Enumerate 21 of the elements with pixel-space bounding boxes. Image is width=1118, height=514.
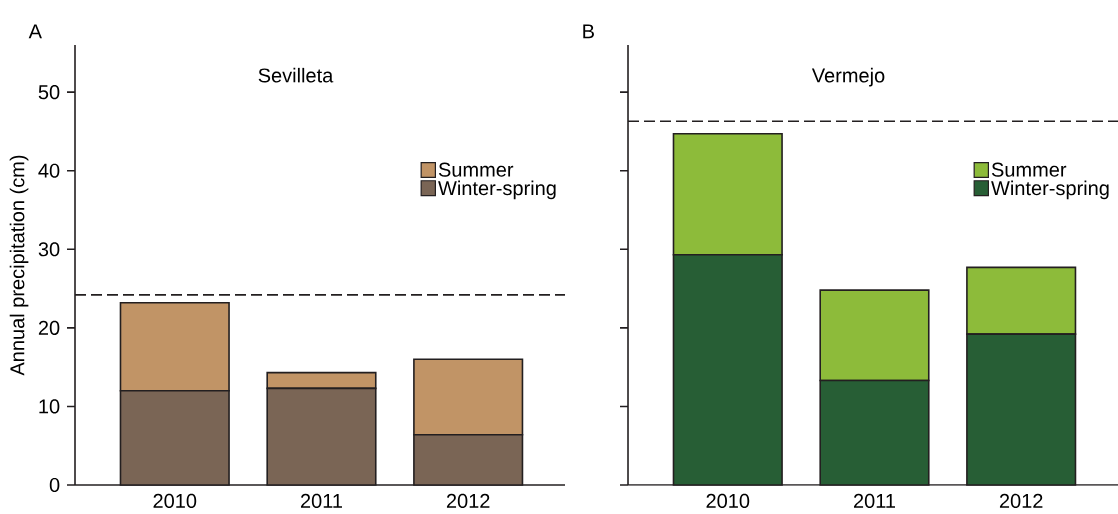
y-axis-title: Annual precipitation (cm) — [9, 155, 29, 376]
legend-label: Summer — [991, 162, 1067, 177]
y-tick-label: 40 — [38, 163, 60, 178]
x-tick-label: 2010 — [153, 493, 197, 509]
y-tick-label: 0 — [49, 477, 60, 493]
text: Sevilleta — [258, 67, 334, 83]
legend-label: Winter-spring — [991, 180, 1109, 200]
text: A — [28, 24, 42, 39]
y-tick-label: 30 — [38, 242, 60, 257]
text: Vermejo — [811, 67, 885, 87]
y-tick-label: 10 — [39, 399, 60, 414]
text: B — [583, 24, 594, 39]
legend-label: Summer — [438, 162, 514, 177]
legend-label: Winter-spring — [438, 180, 556, 200]
x-tick-label: 2010 — [706, 493, 750, 509]
y-tick-label: 20 — [38, 320, 60, 335]
x-tick-label: 2011 — [853, 493, 895, 509]
x-tick-label: 2011 — [300, 493, 342, 509]
x-tick-label: 2012 — [999, 493, 1043, 509]
x-tick-label: 2012 — [446, 493, 490, 509]
y-tick-label: 50 — [38, 85, 60, 100]
